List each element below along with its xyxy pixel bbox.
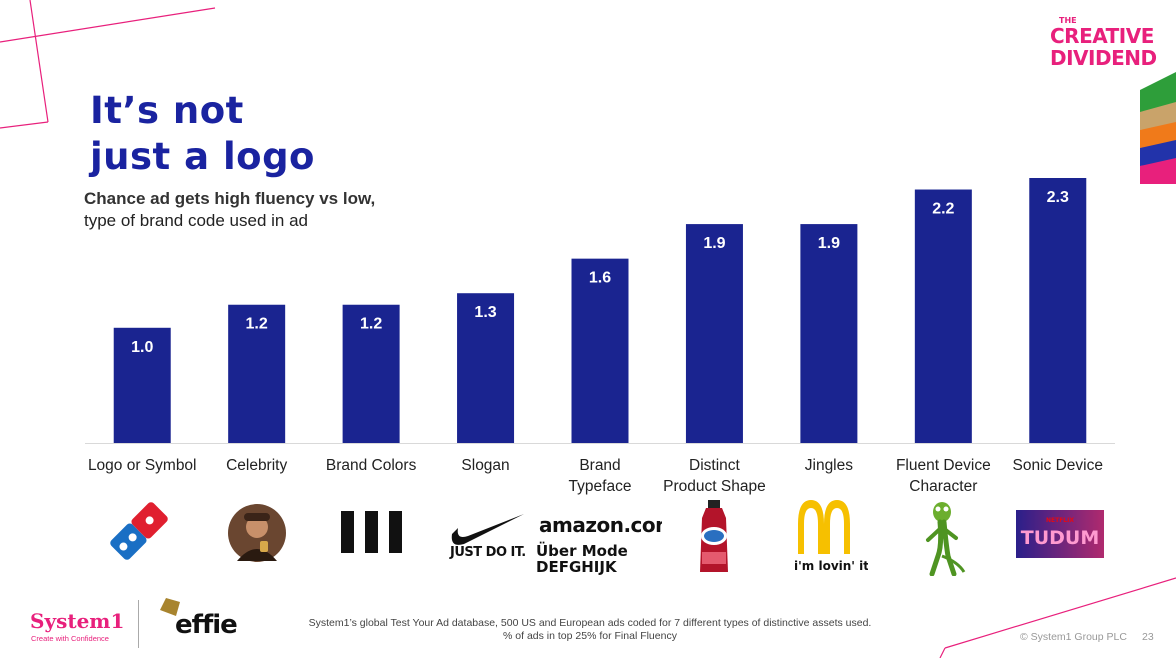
amazon-text: amazon.com (539, 513, 662, 537)
celebrity-portrait-icon (228, 504, 286, 562)
typeface-text-2: Über Mode (536, 541, 628, 560)
page-title: It’s not just a logo (90, 88, 315, 180)
system1-logo: System1 (30, 609, 125, 633)
dominos-logo-icon (110, 502, 168, 560)
three-bars-icon (341, 511, 402, 553)
bar (914, 189, 972, 443)
x-tick-label: Fluent Device Character (878, 455, 1008, 497)
stacked-blocks-decoration (1140, 72, 1176, 184)
subtitle-rest: type of brand code used in ad (84, 211, 308, 230)
x-tick-label-line: Distinct (689, 457, 740, 474)
effie-logo: effie (175, 610, 238, 640)
x-tick-label: Sonic Device (993, 455, 1123, 476)
bar-value-label: 2.3 (1047, 189, 1069, 206)
chart-subtitle: Chance ad gets high fluency vs low, type… (84, 188, 375, 232)
x-tick-label: Slogan (421, 455, 551, 476)
bar-value-label: 1.9 (818, 235, 840, 252)
bar (457, 293, 515, 443)
mcdonalds-arches-icon: i'm lovin' it (792, 494, 868, 574)
bar-value-label: 2.2 (932, 201, 954, 218)
bar (685, 224, 743, 443)
bar-value-label: 1.0 (131, 339, 153, 356)
x-tick-label-line: Celebrity (226, 457, 288, 474)
bar-value-label: 1.3 (474, 304, 496, 321)
x-tick-label-line: Sonic Device (1012, 457, 1103, 474)
bar (800, 224, 858, 443)
nike-swoosh-icon: JUST DO IT. (449, 514, 526, 560)
system1-tagline: Create with Confidence (31, 634, 109, 643)
bar-value-label: 1.2 (360, 316, 382, 333)
x-tick-label-line: Logo or Symbol (87, 457, 197, 474)
bar-value-label: 1.9 (703, 235, 725, 252)
tudum-text: TUDUM (1021, 527, 1100, 549)
bar-value-label: 1.2 (246, 316, 268, 333)
footer-note-line-2: % of ads in top 25% for Final Fluency (503, 630, 677, 642)
netflix-tudum-icon: NETFLIX TUDUM (1016, 510, 1104, 558)
page-number: 23 (1142, 631, 1154, 643)
x-tick-label-line: Jingles (804, 457, 853, 474)
footer-divider (138, 600, 139, 648)
copyright: © System1 Group PLC (1020, 631, 1127, 643)
x-tick-label: Logo or Symbol (77, 455, 207, 476)
x-tick-label: Distinct Product Shape (649, 455, 779, 497)
bar (1029, 178, 1087, 443)
netflix-wordmark: NETFLIX (1046, 517, 1074, 524)
footer-note: System1’s global Test Your Ad database, … (255, 617, 925, 643)
x-tick-label-line: Fluent Device (895, 457, 991, 474)
x-tick-label: Celebrity (192, 455, 322, 476)
typeface-sample-icon: amazon.com Über Mode DEFGHIJK (536, 513, 662, 576)
bar (228, 304, 286, 443)
title-line-2: just a logo (90, 135, 315, 178)
bar (342, 304, 400, 443)
x-tick-label-line: Brand (579, 457, 621, 474)
bar (571, 258, 629, 443)
x-tick-label-line: Slogan (461, 457, 510, 474)
jingle-slogan: i'm lovin' it (794, 559, 868, 573)
x-tick-label: Brand Typeface (535, 455, 665, 497)
x-tick-label-line: Brand Colors (325, 457, 417, 474)
x-tick-label-line: Character (909, 478, 978, 495)
creative-dividend-logo: THE CREATIVE DIVIDEND (1050, 16, 1157, 70)
effie-trophy-icon (160, 598, 180, 616)
bar-chart: 1.0 1.2 1.2 1.3 1.6 1.9 1.9 2.2 2.3 (85, 178, 1115, 444)
ocean-spray-bottle-icon (700, 500, 728, 572)
footer-note-line-1: System1’s global Test Your Ad database, … (308, 617, 872, 629)
subtitle-bold: Chance ad gets high fluency vs low, (84, 189, 376, 208)
x-tick-label-line: Typeface (568, 478, 632, 495)
bar-value-label: 1.6 (589, 270, 611, 287)
x-tick-label-line: Product Shape (663, 478, 766, 495)
title-line-1: It’s not (90, 89, 244, 132)
x-tick-label: Jingles (764, 455, 894, 476)
slogan-text: JUST DO IT. (449, 545, 526, 560)
bar (113, 327, 171, 443)
x-tick-label: Brand Colors (306, 455, 436, 476)
typeface-text-3: DEFGHIJK (536, 558, 618, 576)
gecko-character-icon (926, 502, 966, 576)
